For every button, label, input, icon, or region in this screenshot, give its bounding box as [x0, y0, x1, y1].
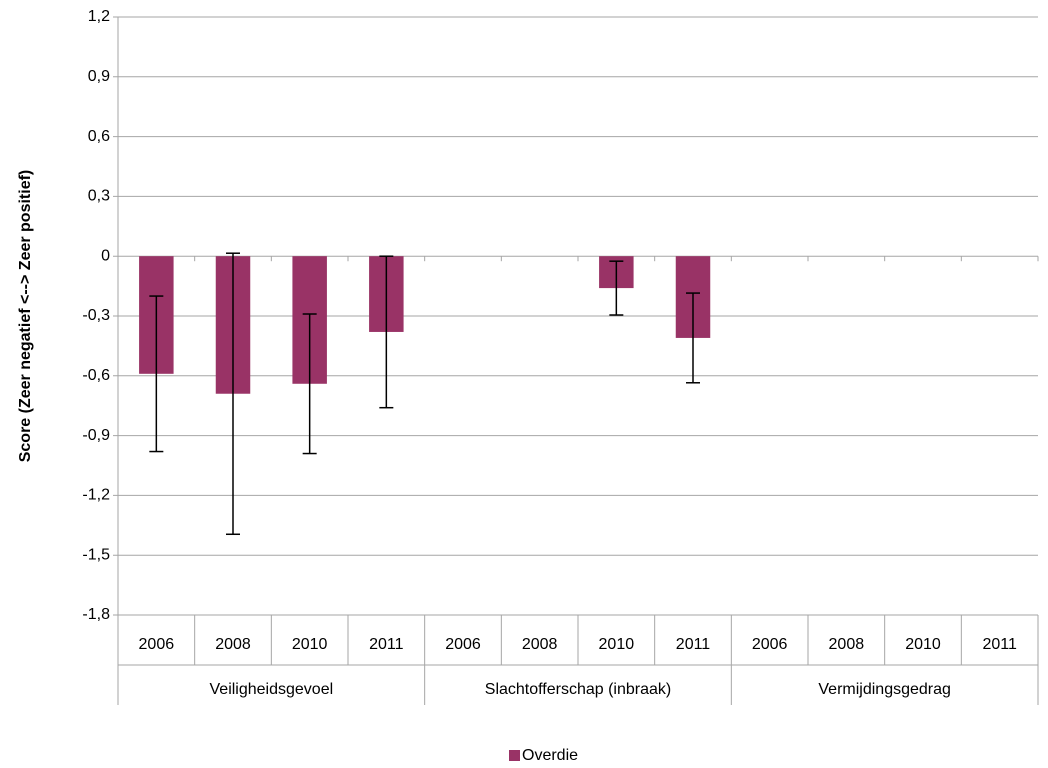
group-label: Slachtofferschap (inbraak)	[485, 681, 671, 698]
y-tick-label: -0,3	[82, 307, 110, 324]
x-tick-label: 2008	[829, 636, 865, 653]
y-tick-label: 0,3	[88, 188, 110, 205]
y-tick-label: 0,6	[88, 128, 110, 145]
x-tick-label: 2010	[599, 636, 635, 653]
y-tick-label: 0,9	[88, 68, 110, 85]
x-tick-label: 2010	[292, 636, 328, 653]
legend-swatch	[509, 750, 520, 761]
x-tick-label: 2011	[676, 636, 711, 653]
group-label: Vermijdingsgedrag	[818, 681, 951, 698]
group-label: Veiligheidsgevoel	[210, 681, 334, 698]
x-tick-label: 2006	[752, 636, 788, 653]
x-tick-label: 2011	[982, 636, 1017, 653]
x-tick-label: 2006	[445, 636, 481, 653]
y-axis-label: Score (Zeer negatief <--> Zeer positief)	[17, 170, 34, 463]
x-tick-label: 2010	[905, 636, 941, 653]
x-tick-label: 2006	[139, 636, 175, 653]
x-tick-label: 2011	[369, 636, 404, 653]
y-tick-label: -0,9	[82, 427, 110, 444]
x-tick-label: 2008	[522, 636, 558, 653]
y-tick-label: -1,2	[82, 487, 110, 504]
y-tick-label: -0,6	[82, 367, 110, 384]
y-tick-label: -1,8	[82, 606, 110, 623]
y-tick-label: -1,5	[82, 546, 110, 563]
y-tick-label: 1,2	[88, 8, 110, 25]
x-tick-label: 2008	[215, 636, 251, 653]
legend-label: Overdie	[522, 747, 578, 764]
y-tick-label: 0	[101, 247, 110, 264]
